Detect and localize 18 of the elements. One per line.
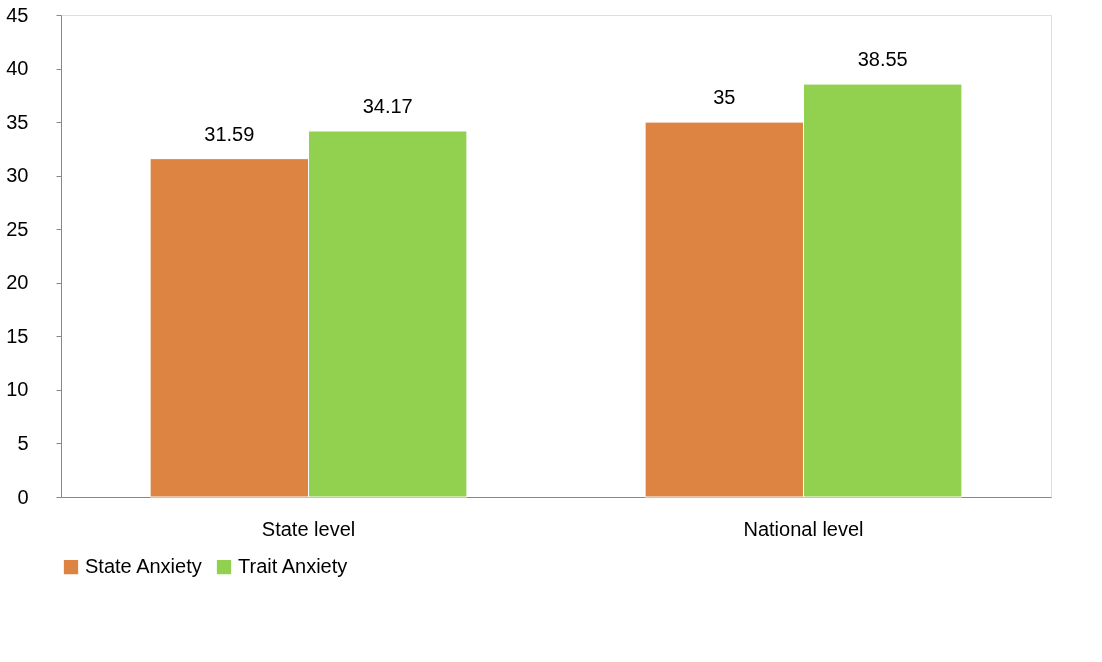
y-tick-label: 15 <box>6 324 29 347</box>
y-tick-label: 5 <box>17 431 29 454</box>
y-tick-label: 30 <box>6 164 29 187</box>
legend-label: State Anxiety <box>85 555 202 578</box>
y-tick-label: 40 <box>6 57 29 80</box>
y-tick-label: 10 <box>6 378 29 401</box>
y-tick-label: 45 <box>6 3 29 26</box>
y-tick-label: 0 <box>17 485 29 508</box>
y-tick-label: 35 <box>6 110 29 133</box>
x-tick-label: State level <box>261 517 356 540</box>
legend-label: Trait Anxiety <box>238 555 348 578</box>
data-label: 31.59 <box>204 122 255 145</box>
data-label: 38.55 <box>857 48 908 71</box>
data-label: 35 <box>713 86 736 109</box>
x-tick-label: National level <box>743 517 864 540</box>
data-label: 34.17 <box>362 95 413 117</box>
y-tick-label: 25 <box>6 217 29 240</box>
y-tick-label: 20 <box>6 271 29 294</box>
